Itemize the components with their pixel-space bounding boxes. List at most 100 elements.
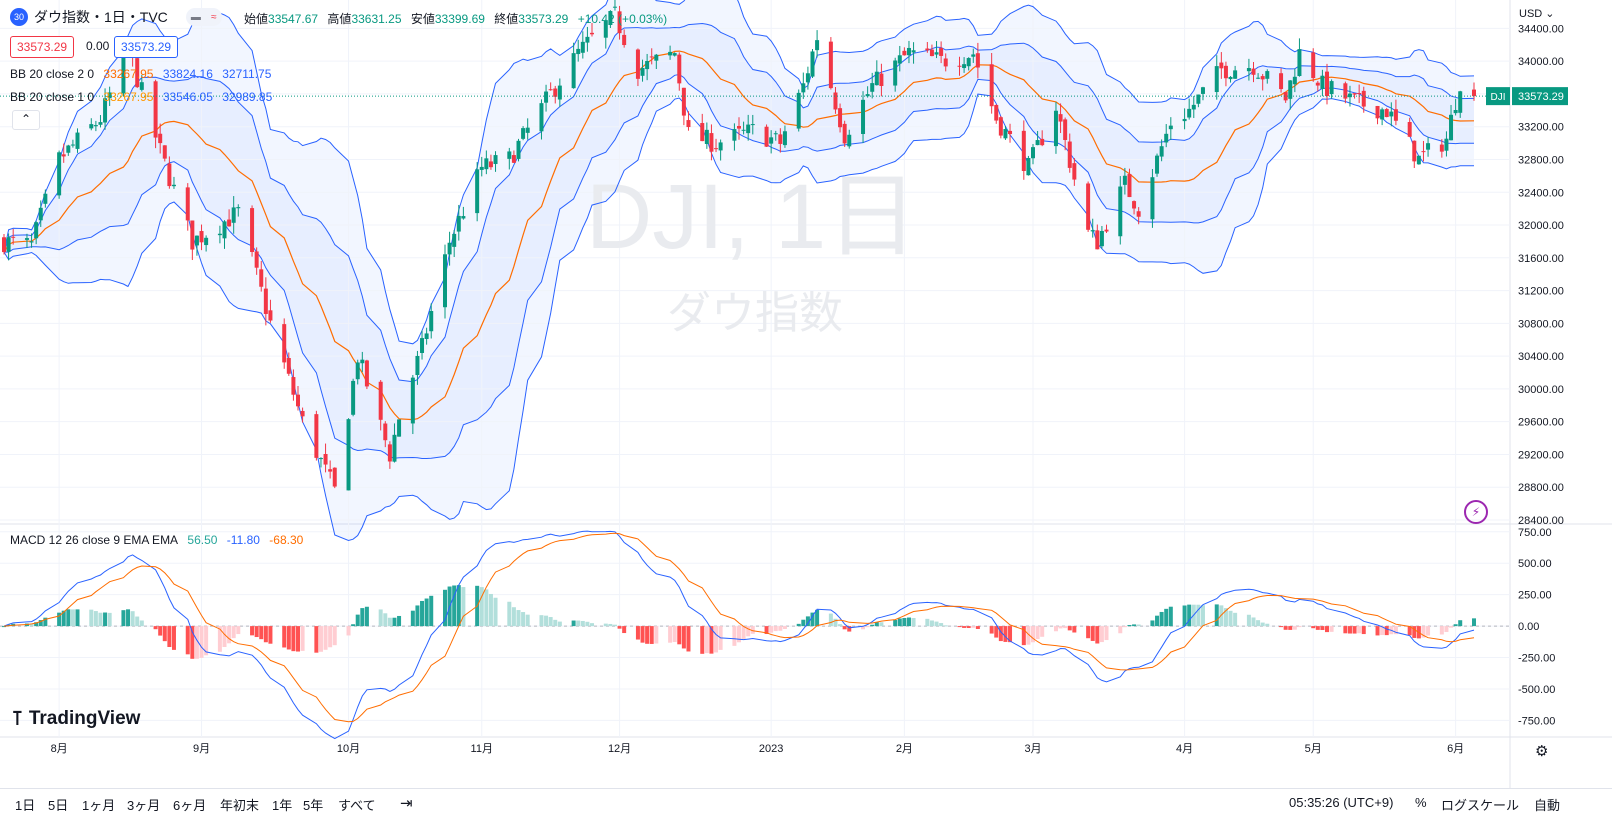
log-scale-toggle[interactable]: ログスケール — [1441, 798, 1520, 813]
candle-body — [410, 377, 415, 424]
macd-hist-bar — [268, 626, 273, 644]
timeframe-button-0[interactable]: 1日 — [15, 798, 36, 813]
candle-body — [796, 92, 801, 129]
currency-select[interactable]: USD ⌄ — [1519, 7, 1555, 20]
macd-hist-bar — [318, 626, 323, 652]
candle-body — [612, 6, 617, 8]
candle-body — [11, 236, 16, 238]
candle-body — [185, 187, 190, 221]
macd-hist-bar — [1223, 608, 1228, 627]
candle-body — [452, 233, 457, 247]
time-tick-label: 4月 — [1176, 743, 1193, 755]
bottom-toolbar — [0, 788, 1612, 824]
macd-hist-bar — [392, 617, 397, 627]
percent-toggle[interactable]: % — [1415, 795, 1427, 810]
timeframe-button-4[interactable]: 6ヶ月 — [173, 798, 207, 813]
candle-body — [282, 324, 287, 363]
macd-hist-bar — [456, 585, 461, 627]
macd-hist-bar — [668, 626, 673, 643]
candle-body — [1416, 155, 1421, 165]
macd-hist-bar — [75, 609, 80, 627]
candle-body — [1393, 109, 1398, 121]
macd-hist-value: 56.50 — [187, 533, 218, 547]
bb2-legend[interactable]: BB 20 close 2 0 33267.95 33824.16 32711.… — [10, 67, 277, 81]
candle-body — [998, 117, 1003, 136]
macd-signal-value: -68.30 — [269, 533, 304, 547]
candle-body — [1021, 130, 1026, 172]
candle-body — [939, 47, 944, 56]
macd-hist-bar — [360, 608, 365, 627]
candle-body — [1233, 70, 1238, 79]
time-tick-label: 10月 — [337, 743, 360, 755]
candle-body — [328, 469, 333, 472]
macd-hist-bar — [107, 612, 112, 627]
macd-hist-bar — [764, 626, 769, 634]
auto-scale-toggle[interactable]: 自動 — [1534, 798, 1561, 813]
macd-hist-bar — [1058, 626, 1063, 629]
symbol-title[interactable]: ダウ指数・1日・TVC — [34, 9, 168, 25]
macd-hist-bar — [1347, 626, 1352, 634]
timeframe-button-7[interactable]: 5年 — [303, 798, 324, 813]
candle-body — [516, 140, 521, 159]
macd-hist-bar — [773, 626, 778, 632]
macd-hist-bar — [865, 626, 870, 628]
macd-hist-bar — [420, 600, 425, 627]
candle-body — [714, 148, 719, 150]
macd-hist-bar — [939, 623, 944, 627]
candle-body — [1003, 129, 1008, 139]
candle-body — [929, 49, 934, 57]
bb2-upper: 33824.16 — [162, 67, 213, 81]
macd-hist-bar — [461, 587, 466, 627]
last-symbol-tag — [1486, 87, 1510, 106]
price-tick-label: 30000.00 — [1518, 384, 1564, 396]
collapse-legend-button[interactable]: ⌃ — [12, 110, 40, 130]
symbol-header[interactable]: 30 ダウ指数・1日・TVC ▬ ≈ — [10, 7, 222, 27]
bb1-legend[interactable]: BB 20 close 1 0 33267.95 33546.05 32989.… — [10, 90, 278, 104]
macd-hist-bar — [934, 621, 939, 627]
clock[interactable]: 05:35:26 (UTC+9) — [1289, 795, 1394, 810]
candle-body — [1384, 109, 1389, 118]
timeframe-button-8[interactable]: すべて — [338, 798, 376, 813]
tradingview-logo[interactable]: ⊺ TradingView — [12, 706, 140, 731]
candle-body — [681, 87, 686, 116]
axis-settings-icon[interactable]: ⚙ — [1535, 743, 1549, 760]
sell-price-button[interactable]: 33573.29 — [10, 36, 75, 58]
candle-body — [447, 242, 452, 255]
candle-body — [1090, 230, 1095, 232]
macd-hist-bar — [929, 620, 934, 627]
timeframe-button-3[interactable]: 3ヶ月 — [127, 798, 161, 813]
macd-hist-bar — [66, 609, 71, 627]
macd-hist-bar — [732, 626, 737, 646]
candle-body — [1127, 174, 1132, 198]
candle-body — [842, 123, 847, 144]
macd-hist-bar — [778, 626, 783, 631]
macd-hist-bar — [1361, 626, 1366, 635]
lightning-icon[interactable]: ⚡ — [1464, 500, 1488, 524]
timeframe-button-5[interactable]: 年初末 — [220, 798, 260, 813]
compare-toggle[interactable]: ▬ ≈ — [185, 8, 222, 26]
macd-legend[interactable]: MACD 12 26 close 9 EMA EMA 56.50 -11.80 … — [10, 533, 309, 547]
candle-body — [1196, 94, 1201, 104]
time-tick-label: 2月 — [896, 743, 913, 755]
timeframe-button-1[interactable]: 5日 — [48, 798, 69, 813]
candle-body — [217, 233, 222, 236]
macd-hist-bar — [378, 609, 383, 627]
tv-logo-text: TradingView — [28, 707, 141, 729]
candle-body — [360, 359, 365, 364]
macd-hist-bar — [943, 625, 948, 627]
macd-hist-bar — [153, 626, 158, 630]
macd-hist-bar — [1072, 626, 1077, 633]
candle-body — [75, 132, 80, 149]
macd-hist-bar — [893, 620, 898, 627]
buy-price-button[interactable]: 33573.29 — [114, 36, 179, 58]
time-tick-label: 12月 — [608, 743, 631, 755]
goto-date-icon[interactable]: ⇥ — [400, 795, 413, 812]
macd-hist-bar — [966, 626, 971, 629]
time-tick-label: 3月 — [1024, 743, 1041, 755]
macd-hist-bar — [139, 620, 144, 627]
timeframe-button-6[interactable]: 1年 — [272, 798, 293, 813]
timeframe-button-2[interactable]: 1ヶ月 — [82, 798, 116, 813]
candle-body — [769, 137, 774, 144]
macd-hist-bar — [1325, 626, 1329, 633]
